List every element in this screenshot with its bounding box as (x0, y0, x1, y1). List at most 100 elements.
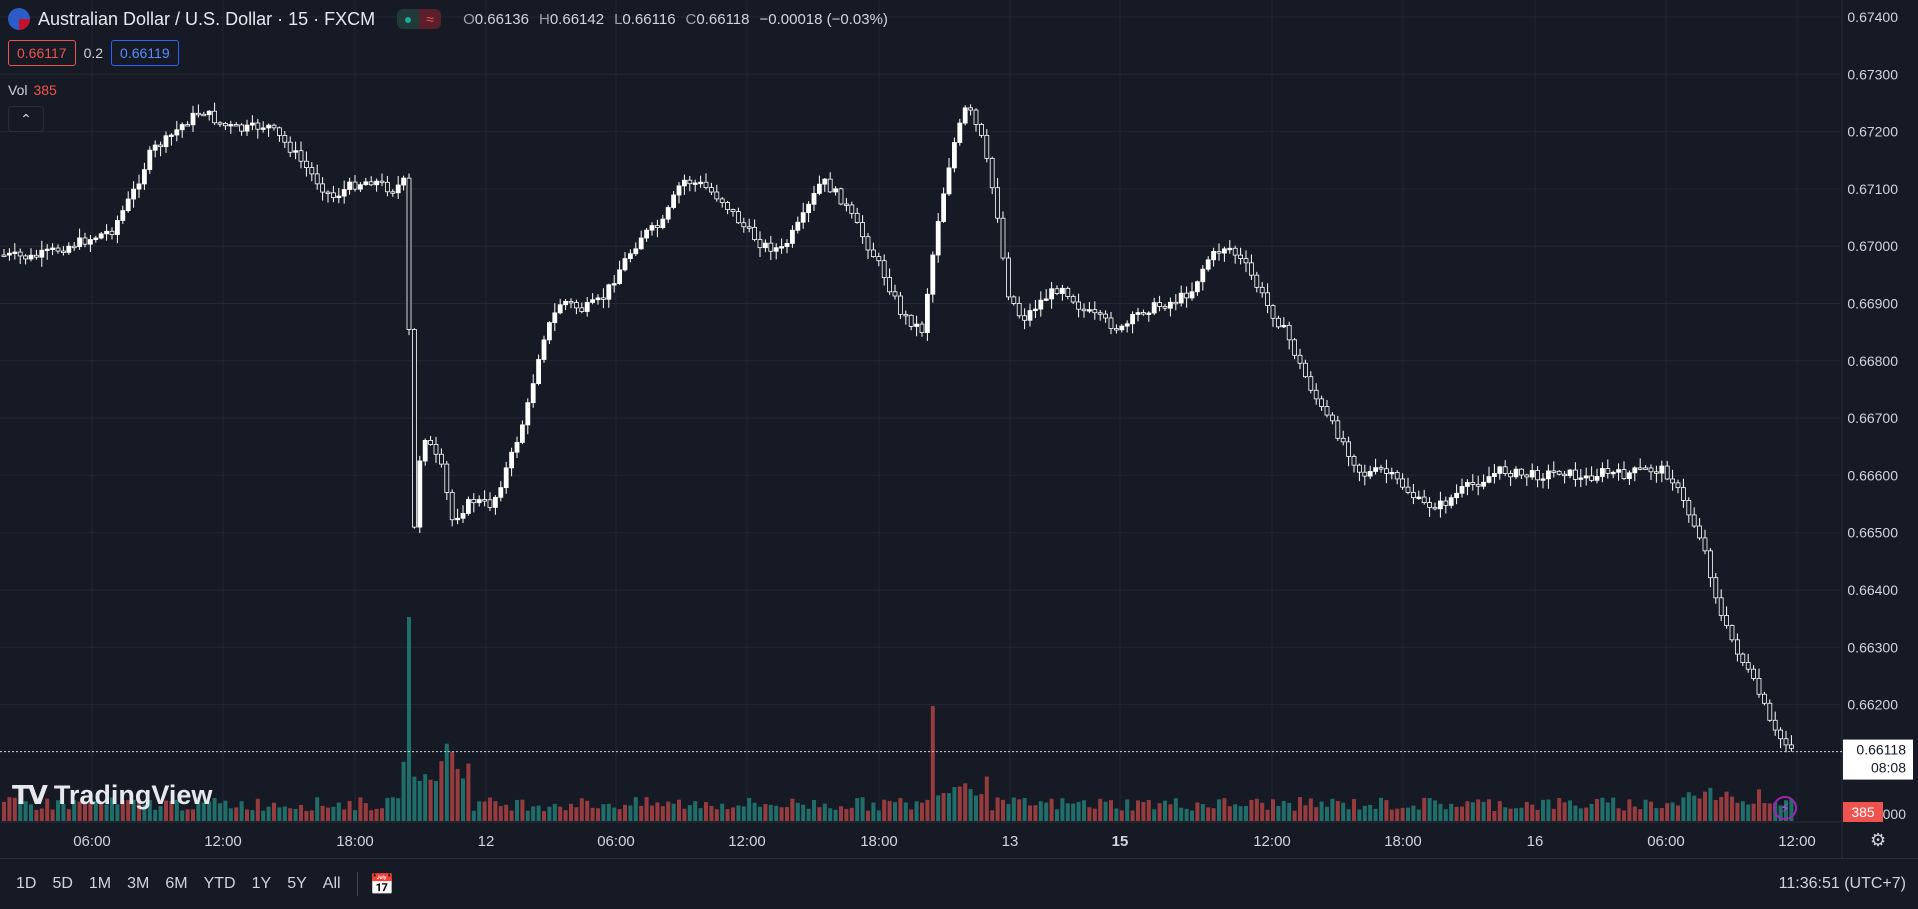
volume-bar (601, 804, 606, 821)
candle-body (644, 229, 649, 239)
candle-body (952, 142, 957, 169)
buy-button[interactable]: 0.66119 (111, 40, 179, 66)
candle-body (77, 237, 82, 248)
candle-body (217, 122, 223, 125)
candle-body (125, 198, 131, 212)
volume-bar (255, 798, 260, 821)
candle-body (1702, 537, 1708, 552)
clock[interactable]: 11:36:51 (UTC+7) (1778, 875, 1906, 892)
candle-body (784, 243, 790, 248)
volume-bar (1406, 807, 1410, 821)
candle-body (957, 122, 963, 143)
settings-gear-icon[interactable]: ⚙ (1870, 830, 1887, 850)
volume-bar (644, 797, 649, 821)
candle-body (384, 181, 390, 193)
candle-body (1400, 478, 1405, 488)
volume-bar (1638, 809, 1643, 821)
market-status[interactable]: ● ≈ (397, 9, 442, 29)
volume-bar (666, 801, 671, 821)
volume-bar (245, 809, 249, 821)
bottom-toolbar: 1D 5D 1M 3M 6M YTD 1Y 5Y All 📅 11:36:51 (UTC+7) (0, 858, 1918, 909)
volume-bar (1665, 803, 1670, 821)
volume-bar (380, 808, 384, 821)
range-1m[interactable]: 1M (88, 875, 112, 892)
candle-body (719, 198, 725, 203)
candle-body (1054, 288, 1060, 294)
wave-icon: ≈ (419, 9, 442, 29)
candle-body (800, 212, 806, 223)
volume-bar (941, 793, 946, 821)
volume-bar (1319, 801, 1324, 821)
volume-bar (423, 774, 428, 821)
volume-bar (363, 803, 368, 821)
volume-bar (1076, 801, 1081, 821)
candle-body (574, 302, 579, 309)
candle-body (357, 184, 363, 190)
candle-body (514, 442, 520, 453)
candle-body (282, 135, 288, 143)
range-3m[interactable]: 3M (127, 875, 150, 892)
volume-bar (196, 797, 201, 821)
candle-body (590, 299, 595, 303)
candle-body (1249, 262, 1254, 276)
candle-body (287, 141, 293, 153)
candle-body (1049, 288, 1054, 300)
volume-bar (1119, 810, 1124, 821)
volume-bar (1157, 803, 1162, 821)
candle-body (1027, 310, 1033, 321)
volume-bar (1719, 797, 1724, 821)
volume-bar (29, 804, 33, 821)
volume-bar (1103, 801, 1108, 821)
volume-bar (1546, 799, 1551, 821)
candle-body (979, 123, 984, 136)
candle-body (1384, 468, 1389, 474)
volume-bar (801, 804, 806, 821)
volume-bar (720, 803, 725, 821)
range-5d[interactable]: 5D (52, 875, 73, 892)
candle-body (741, 222, 747, 228)
candle-body (1308, 376, 1314, 391)
candle-body (363, 181, 369, 186)
candle-body (1108, 317, 1114, 329)
candle-body (276, 127, 282, 136)
candle-body (325, 191, 331, 194)
volume-bar (169, 800, 174, 821)
candle-body (871, 249, 876, 258)
range-1y[interactable]: 1Y (251, 875, 272, 892)
volume-bar (466, 763, 471, 821)
volume-bar (833, 809, 838, 821)
candle-body (1594, 476, 1600, 481)
collapse-legend-button[interactable]: ⌃ (8, 106, 44, 132)
volume-bar (401, 761, 406, 821)
volume-bar (477, 801, 482, 821)
candle-body (1135, 312, 1141, 315)
volume-bar (1654, 808, 1659, 821)
candle-body (817, 183, 822, 194)
candle-body (417, 460, 423, 528)
candle-body (730, 209, 736, 212)
candle-body (930, 254, 936, 295)
lightning-icon[interactable]: ⚡ (1773, 796, 1797, 820)
calendar-icon[interactable]: 📅 (369, 873, 395, 896)
volume-bar (1238, 806, 1243, 821)
volume-bar (795, 802, 800, 821)
range-1d[interactable]: 1D (16, 875, 37, 892)
volume-bar (1384, 800, 1389, 821)
symbol-title[interactable]: Australian Dollar / U.S. Dollar · 15 · F… (38, 8, 376, 29)
range-ytd[interactable]: YTD (203, 875, 236, 892)
volume-bar (358, 797, 363, 821)
x-tick-label: 18:00 (336, 833, 374, 850)
range-6m[interactable]: 6M (165, 875, 188, 892)
volume-bar (898, 798, 903, 821)
x-tick-label: 16 (1527, 833, 1544, 850)
sell-button[interactable]: 0.66117 (8, 40, 76, 66)
range-5y[interactable]: 5Y (287, 875, 307, 892)
volume-bar (1562, 802, 1567, 821)
volume-bar (790, 798, 795, 821)
volume-legend: Vol 385 (8, 82, 57, 98)
range-all[interactable]: All (322, 875, 341, 892)
candle-body (190, 112, 196, 126)
volume-bar (1152, 809, 1157, 821)
candle-body (1060, 287, 1065, 294)
